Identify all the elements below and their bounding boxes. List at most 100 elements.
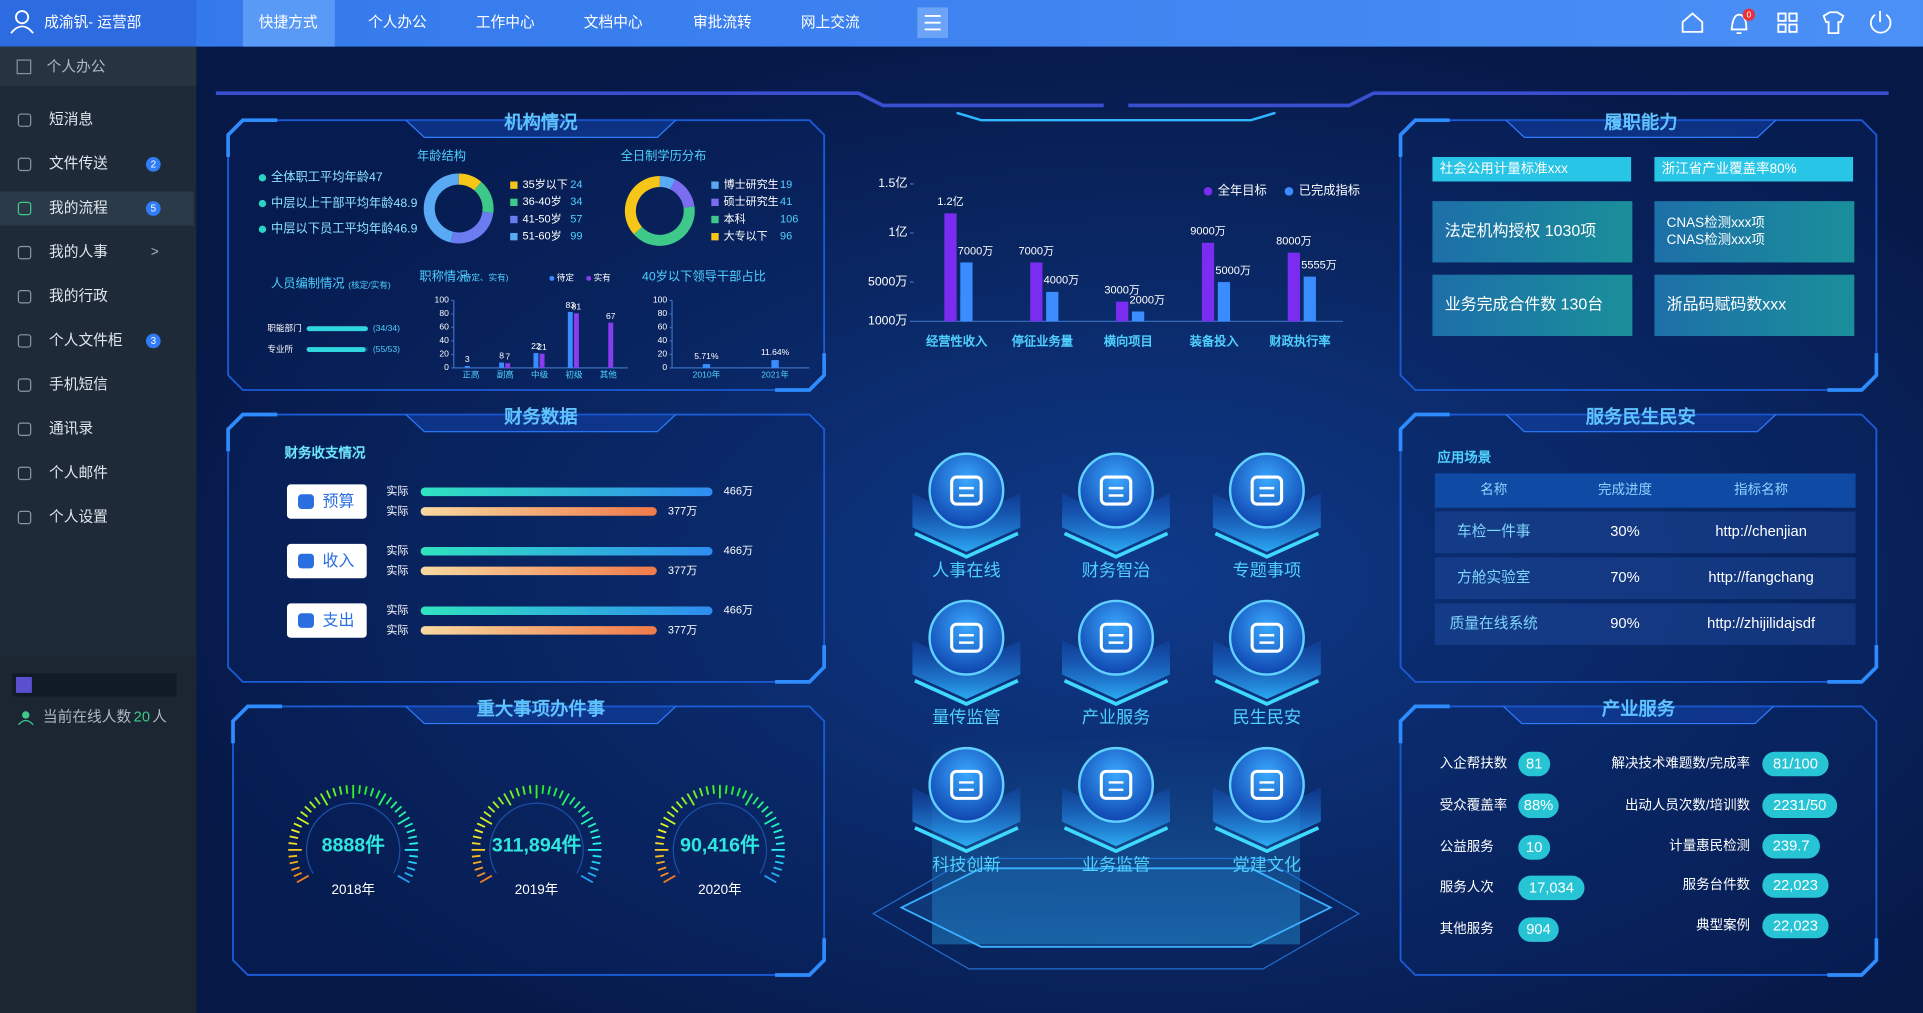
duty-card — [1654, 274, 1855, 337]
y-tick-label: 5000万 — [868, 274, 908, 288]
gauge-tick — [492, 800, 500, 809]
menu-item[interactable]: 个人文件柜 — [49, 332, 123, 349]
gauge-tick — [289, 860, 299, 865]
gauge-tick — [289, 835, 299, 840]
nav-item[interactable]: 文档中心 — [584, 14, 643, 31]
gauge-tick — [541, 785, 545, 794]
service-label[interactable]: 产业服务 — [1082, 707, 1151, 727]
service-label[interactable]: 民生民安 — [1233, 707, 1302, 727]
service-icon[interactable] — [1078, 452, 1155, 529]
gauge-tick — [580, 816, 594, 825]
gauge-tick — [705, 786, 710, 795]
gauge-tick — [547, 786, 551, 795]
panel-title-bar — [1505, 414, 1777, 433]
service-icon[interactable] — [1078, 746, 1155, 823]
gauge-tick — [325, 790, 332, 799]
menu-item[interactable]: 手机短信 — [49, 376, 108, 393]
service-label[interactable]: 科技创新 — [932, 854, 1001, 874]
gauge-tick — [472, 860, 482, 865]
value-label: 377万 — [668, 624, 697, 636]
gauge-tick — [764, 874, 777, 884]
y-tick-label: 80 — [439, 308, 449, 318]
chart-title: 职称情况 — [419, 269, 468, 283]
icon-glyph — [1099, 475, 1133, 506]
value-pill — [1518, 917, 1559, 942]
home-icon[interactable] — [1681, 12, 1704, 33]
industry-label: 公益服务 — [1440, 839, 1494, 854]
menu-item[interactable]: 我的人事 — [49, 244, 108, 261]
legend-swatch — [510, 233, 518, 241]
service-icon[interactable] — [1228, 452, 1305, 529]
stat-dot — [258, 225, 267, 234]
gauge-tick — [670, 805, 679, 813]
y-tick-label: 100 — [435, 295, 450, 305]
menu-badge — [145, 201, 161, 216]
menu-item[interactable]: 我的流程 — [49, 199, 108, 216]
service-label[interactable]: 量传监管 — [932, 707, 1001, 727]
service-icon[interactable] — [928, 599, 1005, 676]
gauge-tick — [406, 828, 416, 834]
service-icon[interactable] — [1228, 746, 1305, 823]
bell-icon[interactable] — [1730, 13, 1748, 35]
stat-text: 全体职工平均年龄47 — [271, 169, 383, 184]
duty-card — [1432, 201, 1633, 263]
menu-item[interactable]: 通讯录 — [49, 420, 93, 437]
power-icon[interactable] — [1869, 11, 1892, 34]
nav-item[interactable]: 工作中心 — [476, 14, 535, 31]
service-icon[interactable] — [928, 746, 1005, 823]
nav-item[interactable]: 网上交流 — [801, 13, 860, 31]
menu-item[interactable]: 短消息 — [49, 111, 93, 128]
value-label: 466万 — [724, 605, 753, 617]
nav-item[interactable]: 审批流转 — [693, 14, 752, 31]
legend-swatch — [711, 215, 719, 224]
bar — [567, 311, 573, 368]
gauge-tick — [472, 835, 482, 840]
nav-item[interactable]: 快捷方式 — [259, 14, 318, 31]
gauge-tick — [663, 816, 676, 825]
gauge-tick — [293, 871, 303, 878]
y-tick-label: 0 — [444, 362, 449, 372]
service-label[interactable]: 财务智治 — [1082, 560, 1151, 580]
staff-bar — [306, 347, 366, 352]
service-label[interactable]: 人事在线 — [932, 560, 1001, 580]
gauge-tick — [404, 822, 413, 828]
service-label[interactable]: 党建文化 — [1233, 854, 1302, 874]
service-icon[interactable] — [1078, 599, 1155, 676]
table-cell: 方舱实验室 — [1457, 569, 1531, 586]
value-label: 3 — [465, 354, 470, 364]
duty-card-text: 法定机构授权 1030项 — [1445, 222, 1597, 240]
menu-item[interactable]: 我的行政 — [49, 288, 108, 305]
industry-label: 计量惠民检测 — [1669, 838, 1750, 853]
value-label: 67 — [606, 311, 616, 321]
legend-swatch — [711, 198, 719, 207]
search-box[interactable] — [12, 673, 177, 697]
y-tick-label: 60 — [439, 322, 449, 332]
service-icon[interactable] — [928, 452, 1005, 529]
skin-icon[interactable] — [1822, 11, 1845, 35]
gauge-tick — [764, 816, 777, 825]
apps-icon[interactable] — [1777, 12, 1787, 22]
menu-item[interactable]: 个人邮件 — [49, 464, 108, 481]
bar — [608, 322, 614, 368]
menu-item[interactable]: 文件传送 — [49, 155, 108, 172]
gauge-tick — [398, 810, 407, 818]
gauge-tick — [587, 822, 597, 828]
legend-label: 35岁以下 — [522, 177, 567, 191]
menu-badge — [145, 333, 161, 349]
search-icon[interactable] — [15, 676, 32, 693]
pill-value: 2231/50 — [1773, 798, 1826, 814]
stat-dot — [258, 199, 267, 208]
bar — [1303, 276, 1316, 322]
gauge-tick — [712, 785, 715, 794]
staff-name: 职能部门 — [267, 322, 301, 333]
menu-item[interactable]: 个人设置 — [49, 508, 108, 525]
service-label[interactable]: 专题事项 — [1233, 560, 1302, 580]
service-label[interactable]: 业务监管 — [1082, 854, 1151, 874]
legend-value: 34 — [570, 196, 582, 208]
deco-line — [215, 91, 1104, 108]
gauge-tick — [358, 785, 361, 794]
value-label: 83 — [566, 300, 576, 310]
service-icon[interactable] — [1228, 599, 1305, 676]
nav-item[interactable]: 个人办公 — [368, 14, 427, 31]
